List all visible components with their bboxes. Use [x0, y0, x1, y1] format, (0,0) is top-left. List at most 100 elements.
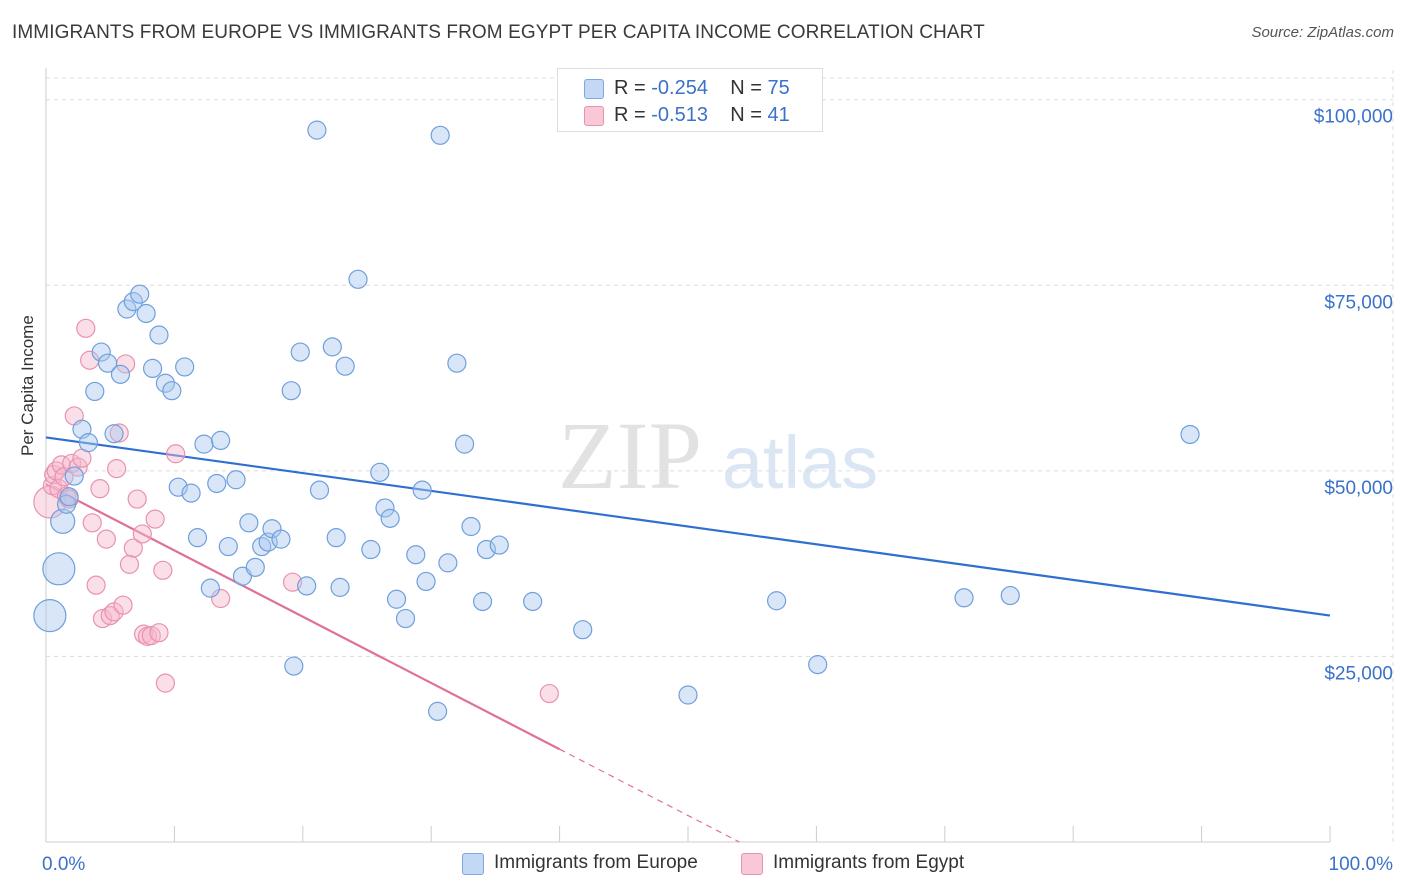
egypt-point: [109, 423, 129, 443]
egypt-point: [90, 479, 110, 499]
egypt-point: [82, 513, 102, 533]
egypt-point: [132, 524, 152, 544]
europe-point: [447, 353, 467, 373]
europe-swatch: [584, 79, 604, 99]
europe-point: [117, 299, 137, 319]
egypt-point: [113, 595, 133, 615]
europe-point: [200, 578, 220, 598]
europe-point: [454, 434, 475, 454]
europe-point: [239, 513, 259, 533]
europe-r-value: -0.254: [651, 77, 708, 99]
watermark-zip: ZIP: [558, 402, 702, 509]
egypt-point: [119, 554, 140, 574]
europe-point: [573, 620, 593, 640]
chart-title: IMMIGRANTS FROM EUROPE VS IMMIGRANTS FRO…: [12, 22, 985, 43]
europe-point: [307, 120, 327, 140]
europe-point: [50, 508, 76, 534]
europe-point: [226, 470, 246, 490]
europe-point: [33, 598, 67, 633]
europe-r-label: R =: [614, 77, 646, 99]
trend-lines: [45, 436, 1331, 843]
europe-point: [91, 342, 111, 362]
egypt-point: [86, 575, 106, 595]
egypt-point: [107, 459, 127, 479]
egypt-point: [76, 318, 96, 338]
europe-point: [123, 292, 143, 312]
europe-point: [42, 552, 76, 586]
europe-point: [130, 284, 150, 304]
europe-point: [954, 588, 974, 608]
egypt-n-label: N =: [730, 104, 762, 126]
europe-point: [386, 589, 407, 609]
europe-point: [181, 483, 201, 503]
europe-trend-line: [45, 436, 1331, 617]
europe-point: [808, 654, 828, 675]
egypt-n-value: 41: [767, 104, 790, 126]
y-tick-label: $50,000: [1324, 478, 1393, 499]
stats-legend: R = -0.254 N = 75 R = -0.513 N = 41: [557, 68, 823, 132]
gridlines: [46, 70, 1394, 842]
europe-point: [59, 487, 79, 507]
watermark-atlas: atlas: [722, 421, 878, 504]
europe-point: [284, 656, 304, 676]
europe-point: [162, 381, 182, 401]
europe-point: [326, 528, 346, 548]
egypt-point: [96, 529, 116, 549]
y-tick-label: $75,000: [1324, 292, 1393, 313]
europe-point: [406, 545, 426, 565]
europe-point: [1180, 424, 1200, 445]
egypt-point: [149, 623, 169, 643]
europe-point: [430, 125, 450, 145]
europe-point: [56, 494, 77, 514]
europe-point: [281, 381, 301, 401]
egypt-point: [51, 455, 72, 475]
europe-point: [335, 356, 355, 376]
egypt-legend-label: Immigrants from Egypt: [773, 852, 965, 873]
europe-point: [380, 508, 400, 528]
europe-point: [297, 576, 317, 596]
europe-point: [322, 337, 342, 357]
europe-point: [428, 701, 448, 721]
egypt-point: [153, 560, 173, 580]
europe-point: [142, 358, 163, 379]
europe-point: [187, 528, 208, 548]
watermark: ZIP atlas: [558, 402, 878, 509]
europe-point: [85, 381, 105, 402]
egypt-point: [92, 608, 113, 629]
egypt-point: [123, 538, 143, 558]
europe-n-label: N =: [730, 77, 762, 99]
europe-point: [370, 462, 390, 482]
egypt-swatch: [584, 106, 604, 126]
europe-point: [98, 353, 118, 373]
europe-point: [461, 516, 481, 537]
europe-point: [271, 529, 291, 549]
europe-point: [175, 357, 195, 377]
x-tick-label-min: 0.0%: [42, 854, 85, 875]
europe-point: [309, 480, 330, 500]
europe-point: [211, 430, 231, 451]
egypt-point: [539, 683, 559, 704]
europe-point: [523, 591, 543, 612]
egypt-point: [282, 572, 303, 592]
egypt-point: [145, 509, 165, 529]
europe-point: [489, 535, 509, 555]
y-tick-label: $100,000: [1314, 107, 1393, 128]
egypt-legend-swatch: [741, 853, 763, 875]
egypt-r-label: R =: [614, 104, 646, 126]
europe-point: [78, 433, 98, 453]
egypt-trend-extension: [559, 748, 740, 843]
europe-point: [218, 536, 238, 557]
europe-point: [136, 303, 156, 324]
egypt-point: [141, 626, 161, 646]
europe-point: [375, 498, 395, 518]
egypt-point: [127, 489, 147, 509]
europe-point: [678, 685, 698, 705]
egypt-point: [49, 479, 69, 499]
x-tick-label-max: 100.0%: [1329, 854, 1394, 875]
europe-point: [766, 591, 787, 611]
europe-point: [330, 577, 350, 597]
y-axis-label: Per Capita Income: [18, 315, 37, 456]
europe-point: [348, 269, 368, 289]
europe-point: [110, 364, 131, 384]
europe-point: [290, 342, 310, 362]
